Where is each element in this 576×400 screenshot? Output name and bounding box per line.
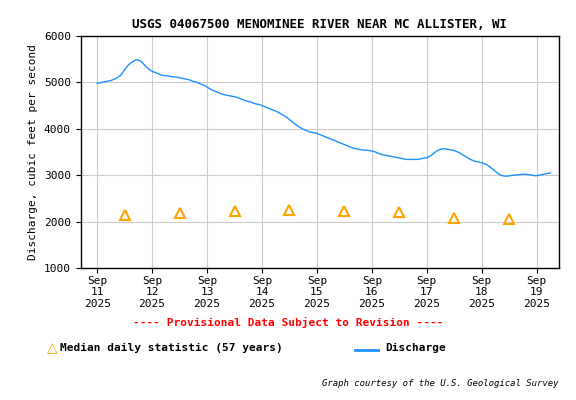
Text: Median daily statistic (57 years): Median daily statistic (57 years) bbox=[60, 343, 283, 353]
Y-axis label: Discharge, cubic feet per second: Discharge, cubic feet per second bbox=[28, 44, 39, 260]
Text: △: △ bbox=[47, 341, 57, 355]
Title: USGS 04067500 MENOMINEE RIVER NEAR MC ALLISTER, WI: USGS 04067500 MENOMINEE RIVER NEAR MC AL… bbox=[132, 18, 507, 31]
Text: Discharge: Discharge bbox=[385, 343, 445, 353]
Text: ---- Provisional Data Subject to Revision ----: ---- Provisional Data Subject to Revisio… bbox=[132, 316, 444, 328]
Text: Graph courtesy of the U.S. Geological Survey: Graph courtesy of the U.S. Geological Su… bbox=[322, 380, 559, 388]
